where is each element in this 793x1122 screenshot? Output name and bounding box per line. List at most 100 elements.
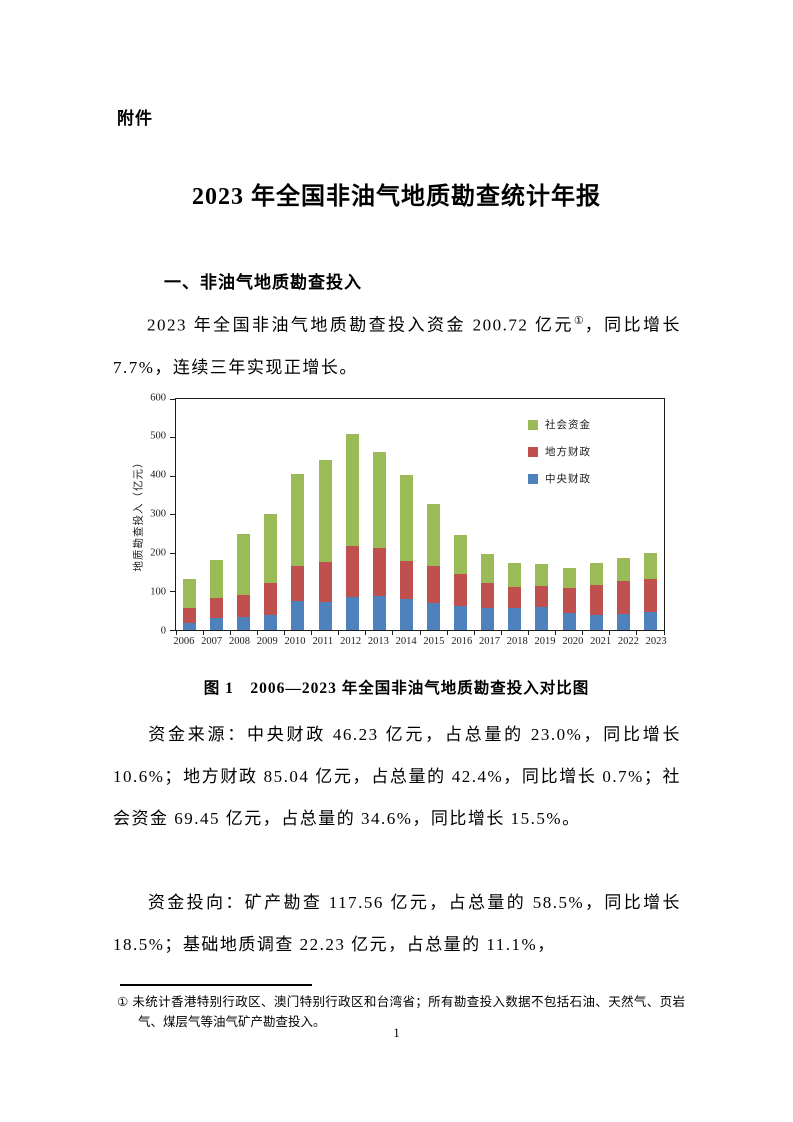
legend-item-社会资金: 社会资金: [528, 411, 591, 438]
x-tick-mark: [636, 630, 638, 635]
y-tick-mark: [170, 591, 176, 593]
bar-segment-地方财政: [643, 579, 657, 613]
paragraph-text: 资金投向：矿产勘查 117.56 亿元，占总量的 58.5%，同比增长 18.5…: [113, 893, 681, 954]
y-axis-labels: 0 100 200 300 400 500 600: [128, 392, 170, 635]
x-tick-mark: [338, 630, 340, 635]
bar-stack: [508, 399, 522, 630]
bar-stack: [643, 399, 657, 630]
bar-stack: [264, 399, 278, 630]
x-tick-label: 2022: [617, 636, 639, 647]
paragraph-funding-sources: 资金来源：中央财政 46.23 亿元，占总量的 23.0%，同比增长 10.6%…: [113, 714, 681, 840]
x-tick-label: 2011: [312, 636, 334, 647]
x-tick-label: 2008: [228, 636, 250, 647]
bar-segment-中央财政: [210, 617, 224, 630]
x-tick-mark: [365, 630, 367, 635]
bar-segment-地方财政: [291, 566, 305, 602]
bar-2013: [366, 399, 393, 630]
y-tick-label: 400: [150, 469, 166, 481]
bar-stack: [589, 399, 603, 630]
x-tick-mark: [527, 630, 529, 635]
bar-segment-社会资金: [291, 473, 305, 567]
bar-segment-中央财政: [399, 598, 413, 630]
legend-swatch: [528, 473, 538, 484]
legend-label: 地方财政: [545, 447, 591, 458]
bar-segment-地方财政: [237, 594, 251, 617]
x-tick-mark: [500, 630, 502, 635]
footnote-separator: [120, 984, 312, 986]
x-tick-label: 2023: [645, 636, 667, 647]
bar-2016: [447, 399, 474, 630]
bar-segment-地方财政: [264, 583, 278, 615]
bar-segment-社会资金: [399, 475, 413, 562]
bar-segment-社会资金: [589, 563, 603, 585]
bar-segment-社会资金: [535, 564, 549, 587]
legend-swatch: [528, 446, 538, 457]
paragraph-text: ，同比增长 7.7%，连续三年实现正增长。: [113, 315, 682, 377]
bar-2009: [257, 399, 284, 630]
bar-segment-地方财政: [372, 548, 386, 597]
bar-segment-地方财政: [535, 586, 549, 607]
bar-segment-中央财政: [535, 606, 549, 630]
bar-segment-中央财政: [345, 596, 359, 630]
bar-segment-地方财政: [318, 562, 332, 602]
y-tick-mark: [170, 475, 176, 477]
bar-segment-社会资金: [562, 568, 576, 589]
paragraph-funding-direction: 资金投向：矿产勘查 117.56 亿元，占总量的 58.5%，同比增长 18.5…: [113, 882, 681, 966]
x-axis-labels: 2006 2007 2008 2009 2010 2011 2012 2013 2014 2015…: [170, 636, 670, 647]
section-heading: 一、非油气地质勘查投入: [164, 273, 362, 292]
bar-stack: [562, 399, 576, 630]
x-tick-label: 2006: [173, 636, 195, 647]
y-tick-label: 100: [150, 585, 166, 597]
bar-segment-社会资金: [264, 514, 278, 584]
x-tick-mark: [202, 630, 204, 635]
x-tick-mark: [609, 630, 611, 635]
legend-label: 中央财政: [545, 474, 591, 485]
bar-2010: [284, 399, 311, 630]
legend-swatch: [528, 419, 538, 430]
x-tick-mark: [256, 630, 258, 635]
y-tick-mark: [170, 437, 176, 438]
page-number: 1: [393, 1026, 400, 1040]
bar-segment-中央财政: [318, 601, 332, 630]
paragraph-investment-total: 2023 年全国非油气地质勘查投入资金 200.72 亿元①，同比增长 7.7%…: [113, 300, 681, 389]
bar-segment-地方财政: [210, 598, 224, 618]
legend-label: 社会资金: [545, 420, 591, 431]
bar-segment-社会资金: [318, 459, 332, 563]
bar-segment-中央财政: [427, 602, 441, 630]
bar-segment-中央财政: [291, 601, 305, 630]
x-tick-mark: [473, 630, 475, 635]
x-tick-label: 2010: [284, 636, 306, 647]
bar-segment-社会资金: [210, 560, 224, 599]
bar-stack: [427, 399, 441, 630]
bar-segment-社会资金: [454, 534, 468, 575]
x-tick-label: 2007: [201, 636, 223, 647]
bar-stack: [399, 399, 413, 630]
bar-segment-中央财政: [183, 623, 197, 630]
bar-segment-地方财政: [481, 582, 495, 609]
y-tick-mark: [170, 398, 176, 400]
footnote-marker: ①: [117, 995, 129, 1009]
x-tick-label: 2009: [256, 636, 278, 647]
document-title: 2023 年全国非油气地质勘查统计年报: [192, 184, 601, 210]
bar-segment-中央财政: [372, 596, 386, 630]
bar-2022: [610, 399, 637, 630]
bar-segment-社会资金: [183, 579, 197, 608]
x-tick-label: 2014: [395, 636, 417, 647]
bar-segment-中央财政: [264, 614, 278, 630]
bar-2006: [176, 399, 203, 630]
y-tick-mark: [170, 552, 176, 554]
footnote-text: 未统计香港特别行政区、澳门特别行政区和台湾省；所有勘查投入数据不包括石油、天然气…: [132, 995, 685, 1029]
chart-legend: 社会资金地方财政中央财政: [528, 411, 591, 492]
bar-segment-地方财政: [183, 607, 197, 624]
bar-segment-社会资金: [427, 504, 441, 567]
x-tick-label: 2015: [423, 636, 445, 647]
x-tick-mark: [419, 630, 421, 635]
x-tick-label: 2018: [506, 636, 528, 647]
x-tick-mark: [392, 630, 394, 635]
bar-2021: [583, 399, 610, 630]
x-tick-mark: [311, 630, 313, 635]
x-tick-label: 2020: [562, 636, 584, 647]
bar-segment-中央财政: [508, 608, 522, 630]
x-tick-label: 2021: [590, 636, 612, 647]
